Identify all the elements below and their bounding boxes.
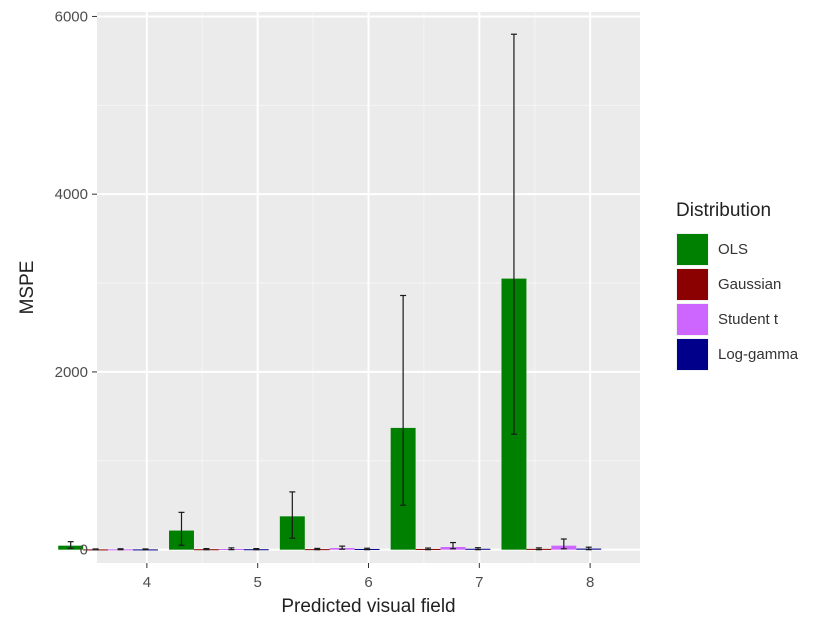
x-tick-label: 7 [475, 574, 483, 591]
legend-item-student-t: Student t [676, 302, 798, 337]
legend-item-gaussian: Gaussian [676, 267, 798, 302]
x-axis-label: Predicted visual field [281, 596, 455, 617]
legend-label-ols: OLS [718, 241, 749, 258]
legend-swatch-student-t [676, 303, 709, 336]
gridlines [97, 12, 640, 563]
y-tick-label: 6000 [55, 8, 88, 25]
y-tick-label: 0 [80, 542, 88, 559]
legend-label-gaussian: Gaussian [718, 276, 782, 293]
legend-item-ols: OLS [676, 232, 798, 267]
legend-swatch-ols [676, 233, 709, 266]
legend-label-student-t: Student t [718, 311, 779, 328]
legend-item-log-gamma: Log-gamma [676, 337, 798, 372]
y-axis-label: MSPE [17, 261, 38, 315]
error-bars [67, 33, 592, 551]
legend-swatch-log-gamma [676, 338, 709, 371]
axes: 0 2000 4000 6000 4 5 6 7 8 [55, 8, 595, 591]
y-tick-label: 2000 [55, 364, 88, 381]
legend-label-log-gamma: Log-gamma [718, 346, 799, 363]
x-tick-label: 5 [254, 574, 262, 591]
x-tick-label: 6 [364, 574, 372, 591]
legend-title: Distribution [676, 200, 772, 221]
x-tick-label: 4 [143, 574, 151, 591]
x-tick-label: 8 [586, 574, 594, 591]
y-tick-label: 4000 [55, 186, 88, 203]
legend: Distribution OLS Gaussian Student t Log-… [676, 200, 798, 372]
legend-swatch-gaussian [676, 268, 709, 301]
